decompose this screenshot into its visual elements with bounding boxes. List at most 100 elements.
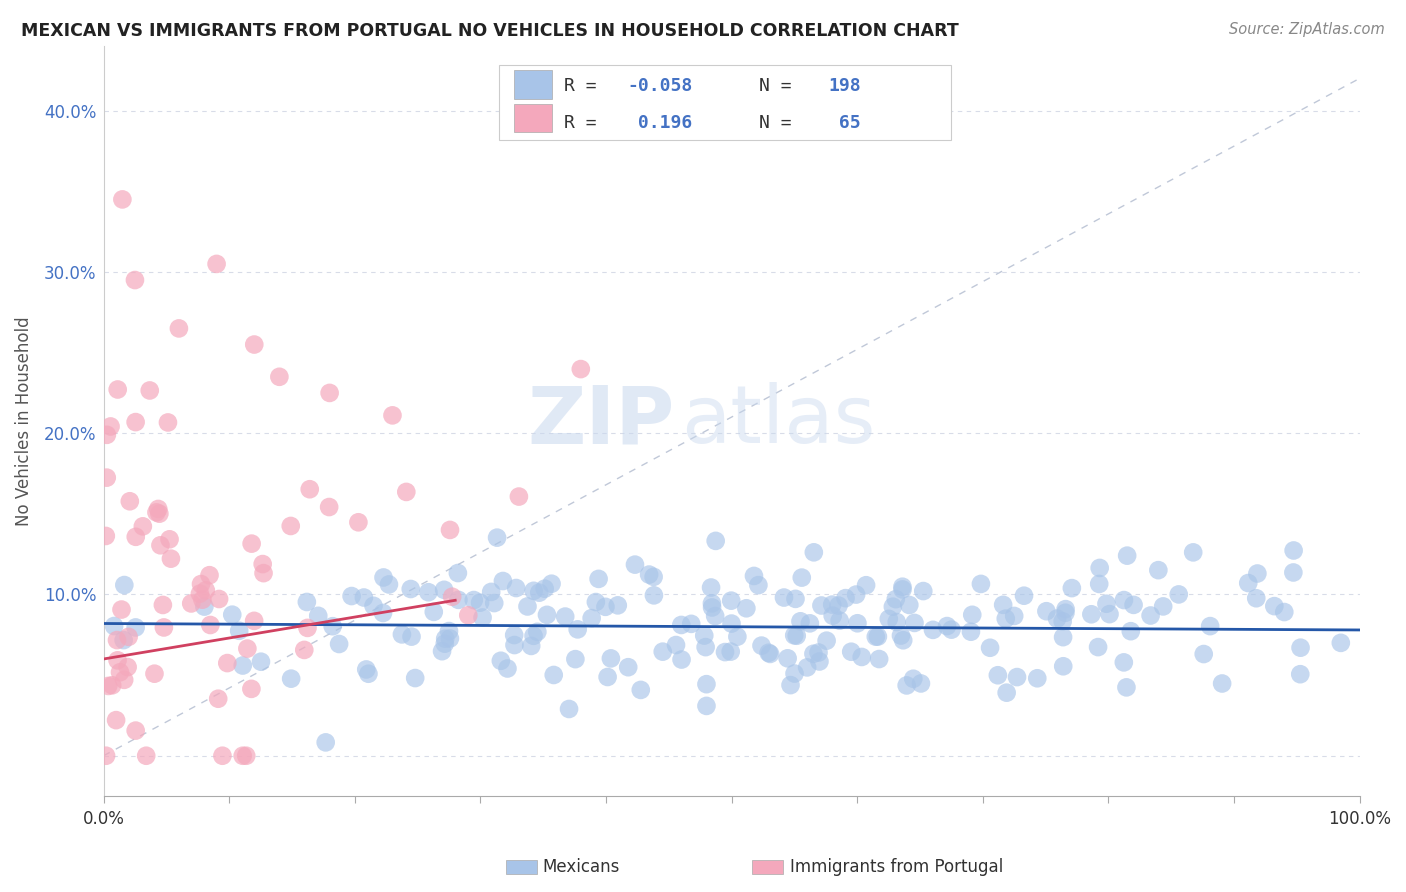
- Point: [503, 638, 526, 652]
- Point: [624, 558, 647, 572]
- Point: [124, 620, 146, 634]
- Point: [758, 646, 780, 660]
- Point: [269, 369, 291, 384]
- Point: [318, 385, 340, 400]
- Point: [1263, 599, 1285, 614]
- Text: Mexicans: Mexicans: [543, 858, 620, 876]
- Point: [714, 645, 737, 659]
- Point: [371, 606, 394, 620]
- Point: [503, 628, 526, 642]
- Point: [789, 615, 811, 629]
- Point: [240, 536, 263, 550]
- Point: [786, 629, 808, 643]
- Point: [479, 585, 502, 599]
- Point: [484, 596, 506, 610]
- Point: [295, 595, 318, 609]
- Point: [516, 599, 538, 614]
- Point: [681, 616, 703, 631]
- Point: [101, 678, 124, 692]
- Point: [884, 592, 907, 607]
- Point: [742, 569, 765, 583]
- Point: [148, 507, 170, 521]
- Point: [747, 578, 769, 592]
- Point: [1112, 656, 1135, 670]
- Point: [190, 577, 212, 591]
- Point: [235, 748, 257, 763]
- Point: [855, 578, 877, 592]
- Point: [903, 615, 925, 630]
- Point: [941, 623, 963, 637]
- Point: [447, 566, 470, 580]
- Point: [799, 616, 821, 631]
- Point: [903, 672, 925, 686]
- Point: [1289, 640, 1312, 655]
- Point: [418, 585, 440, 599]
- Point: [240, 681, 263, 696]
- Point: [936, 619, 959, 633]
- Point: [1211, 676, 1233, 690]
- Point: [1095, 597, 1118, 611]
- Point: [188, 587, 211, 601]
- Point: [401, 630, 423, 644]
- Point: [606, 599, 628, 613]
- Point: [468, 596, 491, 610]
- Point: [378, 577, 401, 591]
- Point: [200, 618, 222, 632]
- Point: [243, 614, 266, 628]
- Point: [395, 484, 418, 499]
- Point: [882, 599, 904, 614]
- Point: [536, 607, 558, 622]
- Text: R =: R =: [564, 77, 607, 95]
- Point: [845, 588, 868, 602]
- Point: [779, 678, 801, 692]
- Point: [439, 523, 461, 537]
- Point: [808, 655, 831, 669]
- Point: [139, 384, 162, 398]
- Point: [1112, 593, 1135, 607]
- Point: [489, 654, 512, 668]
- Point: [430, 644, 453, 658]
- Point: [391, 627, 413, 641]
- Point: [896, 678, 918, 692]
- Point: [1052, 630, 1074, 644]
- Point: [103, 619, 125, 633]
- Point: [567, 623, 589, 637]
- Point: [1199, 619, 1222, 633]
- Point: [167, 321, 190, 335]
- Point: [148, 502, 170, 516]
- Point: [700, 581, 723, 595]
- Point: [252, 557, 274, 571]
- Point: [193, 599, 215, 614]
- Point: [526, 624, 548, 639]
- Point: [790, 571, 813, 585]
- Point: [581, 611, 603, 625]
- Point: [846, 616, 869, 631]
- Point: [505, 581, 527, 595]
- Point: [595, 599, 617, 614]
- Point: [118, 494, 141, 508]
- Point: [292, 643, 315, 657]
- Point: [1088, 577, 1111, 591]
- Point: [995, 686, 1018, 700]
- Point: [1139, 608, 1161, 623]
- Point: [434, 632, 457, 646]
- Point: [1087, 640, 1109, 654]
- Point: [1052, 659, 1074, 673]
- Point: [700, 600, 723, 615]
- Text: 65: 65: [828, 114, 860, 132]
- Text: MEXICAN VS IMMIGRANTS FROM PORTUGAL NO VEHICLES IN HOUSEHOLD CORRELATION CHART: MEXICAN VS IMMIGRANTS FROM PORTUGAL NO V…: [21, 22, 959, 40]
- Point: [1005, 670, 1028, 684]
- Point: [221, 607, 243, 622]
- Point: [441, 590, 464, 604]
- Point: [112, 673, 135, 687]
- Point: [252, 566, 274, 581]
- Point: [153, 620, 176, 634]
- Point: [205, 257, 228, 271]
- Point: [208, 592, 231, 607]
- Point: [994, 612, 1017, 626]
- Point: [243, 337, 266, 351]
- Point: [111, 193, 134, 207]
- Point: [328, 637, 350, 651]
- Text: -0.058: -0.058: [627, 77, 693, 95]
- Point: [447, 593, 470, 607]
